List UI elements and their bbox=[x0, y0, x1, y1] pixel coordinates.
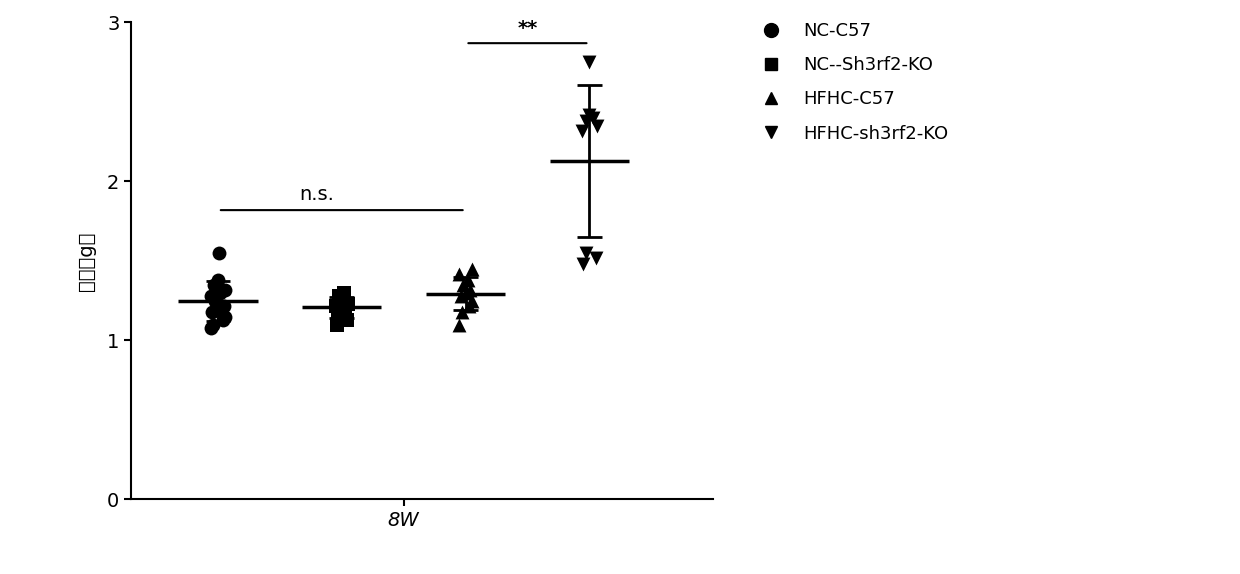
Point bbox=[451, 307, 471, 316]
Point bbox=[575, 117, 595, 126]
Point bbox=[201, 292, 221, 301]
Point bbox=[583, 113, 603, 122]
Text: n.s.: n.s. bbox=[300, 185, 335, 204]
Point bbox=[210, 249, 229, 258]
Point bbox=[215, 301, 234, 310]
Point bbox=[461, 296, 481, 305]
Point bbox=[332, 296, 352, 305]
Legend: NC-C57, NC--Sh3rf2-KO, HFHC-C57, HFHC-sh3rf2-KO: NC-C57, NC--Sh3rf2-KO, HFHC-C57, HFHC-sh… bbox=[753, 22, 949, 143]
Text: **: ** bbox=[517, 20, 538, 38]
Point bbox=[453, 280, 472, 289]
Point bbox=[579, 110, 599, 119]
Point bbox=[449, 269, 469, 278]
Point bbox=[330, 292, 350, 301]
Point bbox=[201, 323, 221, 332]
Y-axis label: 肝重（g）: 肝重（g） bbox=[77, 231, 95, 290]
Point bbox=[326, 301, 346, 310]
Point bbox=[216, 285, 236, 294]
Point bbox=[213, 315, 233, 324]
Point bbox=[572, 126, 591, 135]
Point bbox=[458, 276, 477, 285]
Point bbox=[455, 288, 475, 297]
Point bbox=[575, 249, 595, 258]
Point bbox=[327, 320, 347, 329]
Point bbox=[461, 265, 481, 274]
Point bbox=[335, 288, 355, 297]
Point bbox=[579, 57, 599, 67]
Point bbox=[208, 276, 228, 285]
Point bbox=[585, 253, 605, 262]
Point bbox=[329, 307, 348, 316]
Point bbox=[211, 288, 231, 297]
Point bbox=[573, 259, 593, 269]
Point bbox=[202, 307, 222, 316]
Point bbox=[587, 121, 606, 130]
Point bbox=[339, 299, 358, 308]
Point bbox=[210, 304, 229, 313]
Point bbox=[203, 320, 223, 329]
Point bbox=[459, 301, 479, 310]
Point bbox=[460, 285, 480, 294]
Point bbox=[205, 280, 224, 289]
Point bbox=[336, 304, 356, 313]
Point bbox=[449, 320, 469, 329]
Point bbox=[337, 315, 357, 324]
Point bbox=[216, 312, 236, 321]
Point bbox=[206, 296, 226, 305]
Point bbox=[450, 292, 470, 301]
